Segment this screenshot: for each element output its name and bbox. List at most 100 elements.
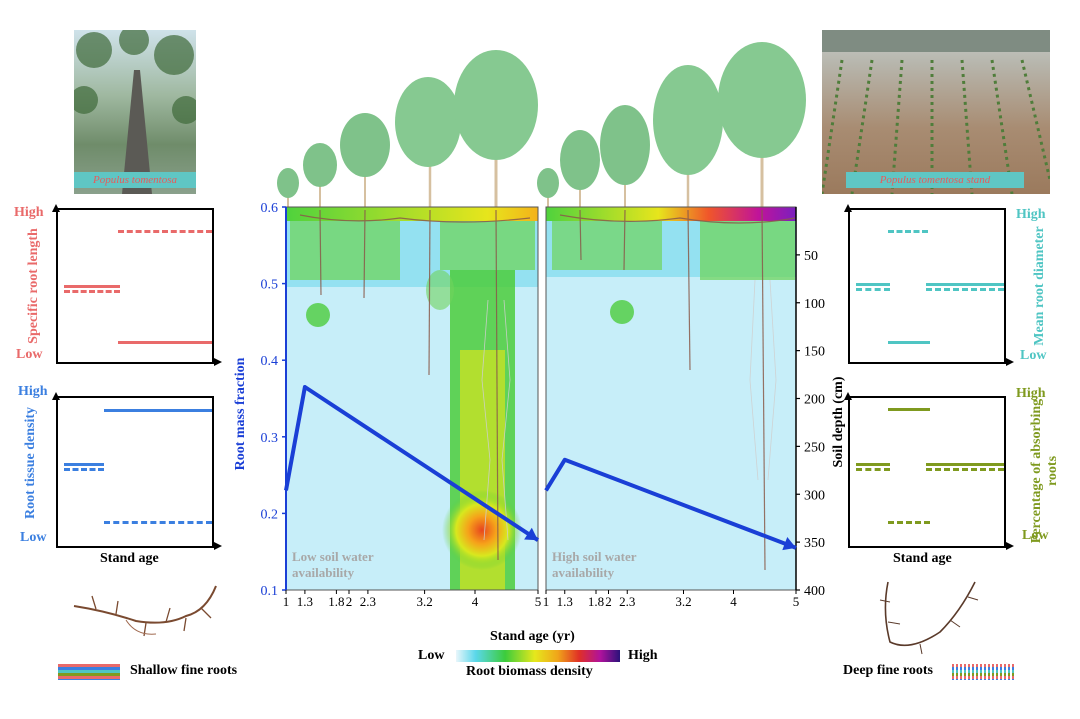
soil-depth-label: Soil depth (cm)	[831, 376, 846, 468]
deep-fine-root-image	[879, 581, 979, 655]
x-tick-label: 1	[543, 594, 550, 609]
trees-high-water	[537, 42, 806, 207]
mrd-solid-line-2	[926, 283, 1004, 286]
right-y-tick-label: 150	[804, 345, 825, 360]
rtd-dashed-line-1	[64, 468, 104, 471]
srl-solid-line-2	[118, 341, 212, 344]
srl-high-label: High	[14, 205, 44, 220]
colorbar-low-label: Low	[418, 648, 445, 663]
heatmap-right	[546, 207, 796, 590]
fine-roots	[481, 279, 777, 541]
right-y-tick-label: 300	[804, 488, 825, 503]
right-y-tick-label: 400	[804, 584, 825, 599]
x-tick-label: 2.3	[360, 594, 376, 609]
trees-low-water	[277, 50, 538, 207]
x-tick-label: 1.3	[297, 594, 313, 609]
populus-stand-photo	[822, 30, 1050, 194]
rtd-low-label: Low	[20, 530, 47, 545]
x-tick-label: 3.2	[416, 594, 432, 609]
rtd-solid-line-2	[104, 409, 212, 412]
colorbar-title: Root biomass density	[466, 664, 593, 679]
par-low-label: Low	[1022, 528, 1049, 543]
rtd-dashed-line-2	[104, 521, 212, 524]
specific-root-length-panel	[56, 208, 214, 364]
root-mass-fraction-label: Root mass fraction	[233, 357, 248, 471]
par-dashed-line-2	[926, 468, 1004, 471]
x-tick-label: 1	[283, 594, 290, 609]
deep-roots-swatch	[952, 664, 1014, 680]
shallow-fine-roots-label: Shallow fine roots	[130, 663, 238, 678]
right-bottom-axis-arrows	[844, 392, 1014, 550]
left-top-axis-arrows	[52, 204, 222, 366]
x-tick-label: 3.2	[675, 594, 691, 609]
right-photo-caption: Populus tomentosa stand	[846, 172, 1024, 188]
left-y-tick-label: 0.6	[261, 201, 279, 216]
x-tick-label: 1.3	[557, 594, 573, 609]
par-dashed-line-1	[856, 468, 890, 471]
left-y-tick-label: 0.2	[261, 507, 279, 522]
line-arrowhead	[524, 527, 538, 541]
x-tick-label: 5	[793, 594, 800, 609]
line-arrowhead	[782, 537, 796, 551]
right-top-axis-arrows	[844, 204, 1014, 366]
x-tick-label: 2	[346, 594, 353, 609]
right-stand-age-label: Stand age	[893, 551, 952, 566]
shallow-fine-root-image	[73, 585, 217, 637]
rtd-high-label: High	[18, 384, 48, 399]
mrd-solid-line-3	[888, 341, 930, 344]
root-systems	[299, 209, 796, 571]
left-y-ticks: 0.6 0.5 0.4 0.3 0.2 0.1	[261, 201, 286, 599]
par-high-label: High	[1016, 386, 1046, 401]
srl-dashed-line-2	[118, 230, 212, 233]
mrd-dashed-line-2	[856, 288, 890, 291]
left-bottom-axis-arrows	[52, 392, 222, 550]
root-mass-fraction-line	[284, 385, 540, 542]
shallow-roots-swatch	[58, 664, 120, 680]
x-tick-label: 4	[730, 594, 737, 609]
deep-fine-roots-label: Deep fine roots	[843, 663, 933, 678]
x-tick-label: 2.3	[619, 594, 635, 609]
root-tissue-density-panel	[56, 396, 214, 548]
populus-tree-photo	[74, 30, 196, 194]
srl-dashed-line-1	[64, 290, 120, 293]
colorbar	[456, 650, 620, 662]
par-solid-line-3	[926, 463, 1004, 466]
srl-low-label: Low	[16, 347, 43, 362]
left-photo-caption: Populus tomentosa	[74, 172, 196, 188]
colorbar-high-label: High	[628, 648, 658, 663]
x-tick-label: 1.8	[588, 594, 604, 609]
right-y-tick-label: 350	[804, 536, 825, 551]
right-y-tick-label: 100	[804, 297, 825, 312]
left-y-tick-label: 0.1	[261, 584, 279, 599]
high-water-label: High soil water availability	[552, 549, 637, 580]
left-stand-age-label: Stand age	[100, 551, 159, 566]
x-tick-label: 2	[605, 594, 612, 609]
par-solid-line-2	[856, 463, 890, 466]
x-tick-label: 5	[535, 594, 542, 609]
x-ticks: 1 1.3 1.8 2 2.3 3.2 4 5 1 1.3 1.8 2 2.3 3.2 4 5	[283, 590, 800, 609]
mrd-low-label: Low	[1020, 348, 1047, 363]
mrd-solid-line-1	[856, 283, 890, 286]
mrd-high-label: High	[1016, 207, 1046, 222]
tree-canopy-image	[74, 30, 196, 194]
root-mass-fraction-lines	[284, 385, 797, 551]
mean-root-diameter-panel	[848, 208, 1006, 364]
mrd-dashed-line-1	[888, 230, 928, 233]
x-tick-label: 4	[472, 594, 479, 609]
par-solid-line-1	[888, 408, 930, 411]
right-y-ticks: 50 100 150 200 250 300 350 400	[796, 249, 825, 599]
mrd-dashed-line-3	[926, 288, 1004, 291]
right-y-tick-label: 200	[804, 393, 825, 408]
stand-rows-image	[822, 30, 1050, 194]
x-tick-label: 1.8	[328, 594, 344, 609]
srl-solid-line-1	[64, 285, 120, 288]
left-y-tick-label: 0.4	[261, 354, 279, 369]
par-dashed-line-3	[888, 521, 930, 524]
rtd-solid-line-1	[64, 463, 104, 466]
low-water-label: Low soil water availability	[292, 549, 374, 580]
stand-age-yr-label: Stand age (yr)	[490, 629, 575, 644]
right-y-tick-label: 50	[804, 249, 818, 264]
left-y-tick-label: 0.3	[261, 431, 279, 446]
root-mass-fraction-line	[544, 457, 797, 550]
